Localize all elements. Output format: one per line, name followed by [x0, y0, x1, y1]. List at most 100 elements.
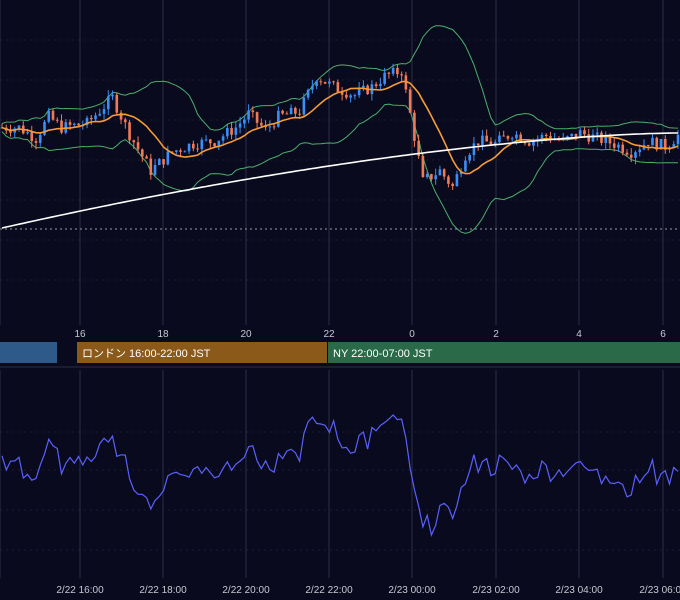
candle[interactable] [132, 139, 136, 149]
candle[interactable] [353, 93, 357, 100]
candle[interactable] [400, 71, 403, 81]
candle[interactable] [383, 67, 386, 86]
candle[interactable] [362, 80, 365, 92]
candle[interactable] [204, 135, 208, 142]
candle[interactable] [506, 135, 510, 141]
candle[interactable] [617, 142, 620, 152]
candle[interactable] [196, 143, 199, 153]
candle[interactable] [438, 165, 442, 176]
candle[interactable] [119, 110, 123, 125]
candle[interactable] [442, 168, 446, 180]
candle[interactable] [434, 168, 437, 185]
candle[interactable] [510, 136, 514, 143]
candle[interactable] [85, 115, 89, 129]
candle[interactable] [140, 148, 144, 162]
candle[interactable] [489, 137, 493, 146]
candle[interactable] [98, 108, 102, 117]
candle[interactable] [217, 140, 221, 151]
candle[interactable] [621, 141, 625, 156]
candle[interactable] [336, 79, 340, 93]
candle[interactable] [72, 122, 76, 127]
candle[interactable] [323, 81, 327, 85]
candle[interactable] [319, 78, 323, 86]
candle[interactable] [145, 154, 148, 159]
candle[interactable] [221, 133, 225, 145]
candle[interactable] [396, 64, 399, 78]
candle[interactable] [226, 124, 229, 140]
candle[interactable] [387, 71, 391, 79]
candle[interactable] [277, 106, 280, 128]
candle[interactable] [230, 121, 233, 140]
candle[interactable] [162, 158, 165, 169]
candle[interactable] [55, 117, 59, 123]
candle[interactable] [578, 128, 582, 138]
candle[interactable] [549, 131, 552, 143]
candle[interactable] [651, 133, 654, 146]
candle[interactable] [404, 71, 408, 94]
candle[interactable] [604, 131, 608, 149]
candle[interactable] [447, 174, 450, 188]
candle[interactable] [328, 78, 331, 88]
candle[interactable] [595, 127, 599, 141]
candle[interactable] [268, 120, 272, 133]
candle[interactable] [106, 90, 110, 115]
candle[interactable] [234, 121, 238, 140]
candle[interactable] [357, 81, 361, 98]
candle[interactable] [379, 77, 382, 91]
candle[interactable] [634, 150, 637, 165]
candle[interactable] [315, 80, 318, 90]
candle[interactable] [425, 171, 429, 179]
candle[interactable] [502, 130, 505, 137]
candle[interactable] [102, 103, 106, 120]
candle[interactable] [672, 140, 676, 148]
candle[interactable] [311, 79, 314, 94]
candle[interactable] [183, 150, 187, 153]
candle[interactable] [306, 88, 310, 100]
candle[interactable] [149, 153, 153, 180]
candle[interactable] [51, 108, 55, 121]
candle[interactable] [600, 130, 603, 146]
candle[interactable] [272, 123, 276, 130]
candle[interactable] [663, 135, 667, 154]
candle[interactable] [302, 93, 306, 118]
candle[interactable] [455, 170, 459, 187]
candle[interactable] [136, 136, 140, 154]
candle[interactable] [123, 117, 127, 129]
candlestick-series[interactable] [0, 63, 680, 191]
candle[interactable] [493, 139, 497, 148]
candle[interactable] [340, 87, 344, 101]
candle[interactable] [281, 109, 284, 115]
candle[interactable] [519, 132, 523, 143]
candle[interactable] [243, 116, 246, 129]
candle[interactable] [391, 63, 395, 77]
candle[interactable] [468, 152, 471, 164]
candle[interactable] [332, 80, 335, 85]
candle[interactable] [408, 86, 412, 114]
candle[interactable] [421, 152, 425, 178]
candle[interactable] [238, 116, 242, 134]
candle[interactable] [464, 156, 467, 173]
candle[interactable] [47, 107, 51, 124]
candle[interactable] [413, 110, 416, 148]
candle[interactable] [187, 143, 191, 155]
candle[interactable] [128, 119, 131, 145]
candle[interactable] [94, 112, 97, 122]
candle[interactable] [30, 125, 34, 148]
candle[interactable] [655, 136, 659, 152]
candle[interactable] [285, 111, 289, 115]
candle[interactable] [485, 129, 488, 142]
candle[interactable] [251, 106, 255, 118]
candle[interactable] [192, 140, 195, 152]
candle[interactable] [89, 114, 93, 125]
candle[interactable] [153, 159, 157, 177]
candle[interactable] [298, 108, 301, 117]
candle[interactable] [612, 138, 616, 152]
candle[interactable] [43, 119, 46, 137]
candle[interactable] [472, 136, 476, 161]
candle[interactable] [417, 134, 420, 159]
candle[interactable] [111, 90, 114, 101]
candle[interactable] [209, 138, 212, 150]
candle[interactable] [247, 104, 250, 124]
candle[interactable] [629, 148, 633, 163]
candle[interactable] [115, 92, 119, 116]
